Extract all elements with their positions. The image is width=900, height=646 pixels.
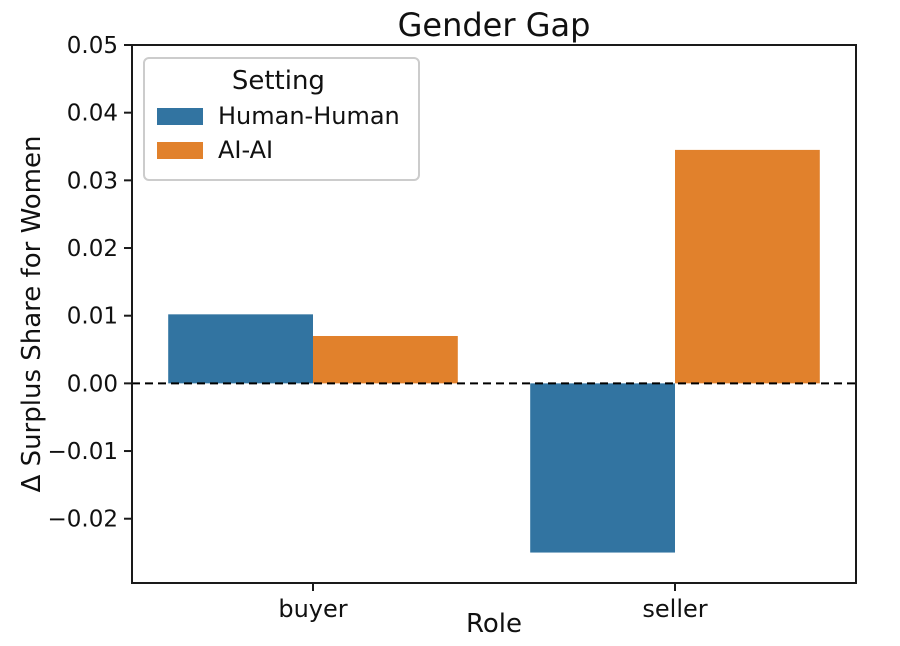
legend-entry-human-human: Human-Human <box>157 102 400 130</box>
y-tick-label: −0.02 <box>48 507 118 533</box>
legend-title: Setting <box>231 66 325 96</box>
y-tick-label: 0.03 <box>67 168 118 194</box>
y-tick-label: −0.01 <box>48 439 118 465</box>
bar-buyer-ai-ai <box>313 335 458 384</box>
x-tick-label: buyer <box>278 595 347 623</box>
legend-entry-ai-ai: AI-AI <box>157 136 400 164</box>
legend-label-human-human: Human-Human <box>218 102 400 130</box>
x-axis-label: Role <box>465 609 523 639</box>
legend-swatch-human-human-icon <box>157 107 203 125</box>
y-axis-label: Δ Surplus Share for Women <box>17 135 47 493</box>
bar-seller-ai-ai <box>675 149 820 384</box>
bar-buyer-human-human <box>168 314 313 384</box>
legend: Setting Human-Human AI-AI <box>143 57 420 181</box>
chart-title: Gender Gap <box>397 6 591 44</box>
legend-swatch-ai-ai-icon <box>157 141 203 159</box>
x-tick-label: seller <box>642 595 707 623</box>
y-tick-label: 0.01 <box>67 304 118 330</box>
bar-seller-human-human <box>530 383 675 553</box>
y-tick-label: 0.02 <box>67 236 118 262</box>
legend-label-ai-ai: AI-AI <box>218 136 274 164</box>
axes-spines <box>131 44 857 584</box>
y-tick-label: 0.04 <box>67 101 118 127</box>
y-tick-label: 0.05 <box>67 33 118 59</box>
y-tick-label: 0.00 <box>67 371 118 397</box>
